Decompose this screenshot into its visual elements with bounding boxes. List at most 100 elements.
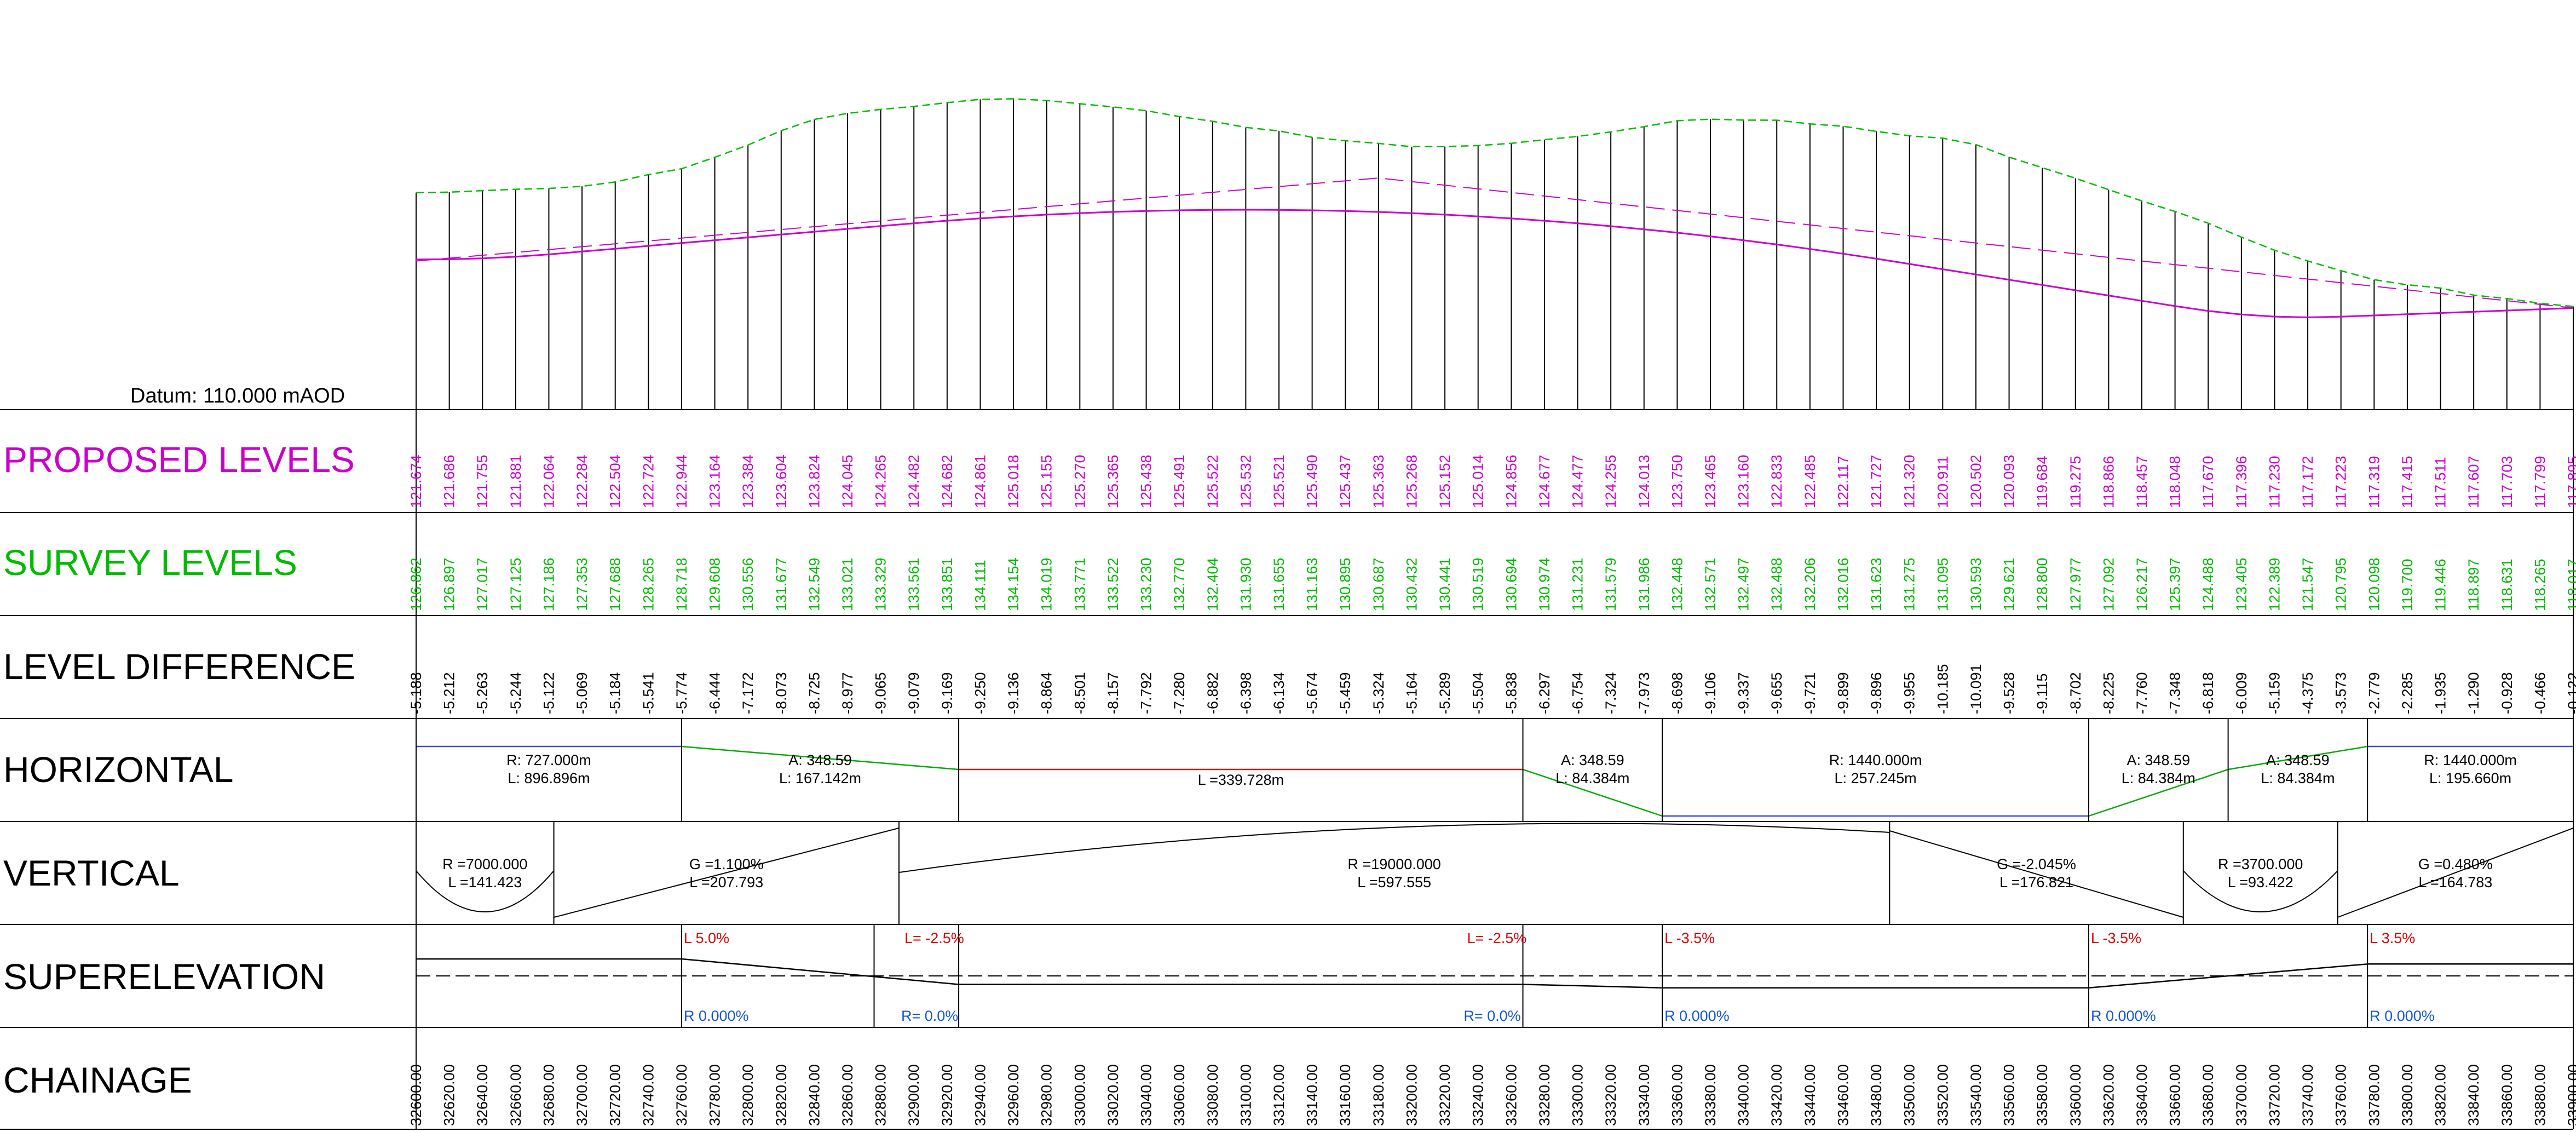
proposed-level-value: 123.604 [773,455,789,508]
proposed-level-value: 122.944 [673,455,690,508]
proposed-level-value: 117.895 [2565,456,2576,508]
chainage-value: 33420.00 [1768,1064,1785,1126]
chainage-value: 32700.00 [574,1064,590,1126]
proposed-level-value: 117.607 [2465,456,2482,508]
survey-level-value: 118.631 [2499,559,2515,611]
proposed-level-value: 125.490 [1304,455,1321,508]
chainage-value: 33060.00 [1171,1064,1188,1126]
proposed-level-value: 123.384 [740,455,756,508]
row-title-chainage: CHAINAGE [3,1060,192,1100]
superelevation-left-label: L= -2.5% [1467,930,1526,946]
chainage-value: 33440.00 [1802,1064,1818,1126]
chainage-value: 32800.00 [740,1064,756,1126]
chainage-value: 33040.00 [1138,1064,1155,1126]
row-titles: Datum: 110.000 mAOD PROPOSED LEVELS SURV… [3,384,355,1100]
vertical-element-shape [898,823,1890,873]
survey-level-value: 131.986 [1636,558,1652,611]
survey-level-value: 127.186 [540,558,557,611]
level-difference-value: -0.928 [2499,672,2515,714]
chainage-value: 33560.00 [2001,1064,2018,1126]
chainage-value: 32640.00 [474,1064,491,1126]
chainage-value: 32860.00 [839,1064,856,1126]
chainage-value: 32960.00 [1005,1064,1022,1126]
survey-level-value: 131.231 [1570,558,1586,611]
proposed-level-value: 120.093 [2001,455,2018,508]
level-difference-value: -5.069 [574,672,590,714]
level-difference-value: -9.721 [1802,672,1818,714]
level-difference-value: -6.134 [1271,672,1287,714]
chainage-value: 33260.00 [1503,1064,1519,1126]
level-difference-value: -9.106 [1702,672,1719,714]
proposed-level-value: 119.684 [2034,456,2050,508]
survey-level-value: 130.687 [1370,558,1387,611]
vertical-element-label: R =3700.000 [2218,856,2303,872]
superelevation-left-profile [416,958,2573,989]
survey-level-value: 131.677 [773,558,789,611]
vertical-element-length: L =141.423 [448,874,522,890]
proposed-level-value: 122.284 [574,455,590,508]
survey-level-value: 126.862 [408,558,424,611]
level-difference-value: -6.754 [1570,672,1586,714]
proposed-level-value: 120.911 [1934,456,1951,508]
vertical-element-label: R =19000.000 [1347,856,1440,872]
chainage-value: 32600.00 [408,1064,424,1126]
proposed-level-value: 123.465 [1702,455,1719,508]
horizontal-element-length: L: 84.384m [1555,770,1629,786]
horizontal-transition-line [1523,768,1663,817]
proposed-level-value: 125.365 [1105,455,1121,508]
proposed-level-value: 122.064 [540,455,557,508]
proposed-level-value: 124.477 [1570,455,1586,508]
proposed-level-value: 121.686 [441,455,458,508]
survey-level-value: 118.265 [2532,559,2548,611]
chainage-value: 33280.00 [1536,1064,1553,1126]
table-grid [0,409,2574,1130]
proposed-level-value: 124.045 [839,455,856,508]
horizontal-element-length: L: 257.245m [1835,770,1917,786]
survey-level-line [416,98,2574,307]
chainage-value: 33760.00 [2333,1064,2349,1126]
chainage-value: 32760.00 [673,1064,690,1126]
level-difference-value: -6.398 [1237,672,1254,714]
vertical-element-length: L =176.821 [1999,874,2073,890]
proposed-level-value: 117.799 [2532,456,2548,508]
proposed-level-value: 125.438 [1138,455,1155,508]
survey-level-value: 133.851 [939,558,955,611]
chainage-value: 33240.00 [1470,1064,1486,1126]
vertical-element-shape [416,870,555,912]
survey-level-value: 127.092 [2100,558,2117,611]
row-title-horizontal: HORIZONTAL [3,749,233,790]
survey-level-value: 133.522 [1105,558,1121,611]
proposed-level-value: 117.703 [2499,456,2515,508]
survey-level-value: 131.579 [1603,558,1619,611]
proposed-level-value: 123.160 [1736,455,1752,508]
horizontal-transition-line [2228,745,2368,771]
superelevation-right-label: R= 0.0% [1463,1008,1520,1024]
survey-level-value: 126.897 [441,558,458,611]
level-difference-value: -9.136 [1005,672,1022,714]
proposed-level-value: 121.674 [408,455,424,508]
survey-level-value: 130.895 [1337,558,1353,611]
survey-level-value: 121.547 [2300,558,2316,611]
chainage-value: 33900.00 [2565,1064,2576,1126]
survey-level-value: 127.977 [2067,558,2084,611]
horizontal-element-length: L: 84.384m [2122,770,2195,786]
row-title-proposed: PROPOSED LEVELS [3,439,355,480]
survey-level-value: 128.718 [673,558,690,611]
level-difference-value: -9.250 [972,672,988,714]
chainage-value: 32840.00 [806,1064,822,1126]
level-difference-value: -9.528 [2001,672,2018,714]
superelevation-left-label: L 5.0% [684,930,729,946]
proposed-level-value: 124.013 [1636,455,1652,508]
level-difference-value: -8.702 [2067,672,2084,714]
survey-level-value: 124.488 [2200,558,2216,611]
vertical-element-shape [554,828,900,918]
survey-level-value: 123.405 [2233,558,2250,611]
survey-level-value: 133.230 [1138,558,1155,611]
proposed-level-value: 125.014 [1470,455,1486,508]
chainage-value: 33300.00 [1570,1064,1586,1126]
superelevation-right-label: R 0.000% [684,1008,749,1024]
level-difference-value: -7.973 [1636,672,1652,714]
horizontal-element-label: R: 1440.000m [1829,752,1922,768]
proposed-level-value: 124.682 [939,455,955,508]
chainage-value: 33360.00 [1669,1064,1685,1126]
